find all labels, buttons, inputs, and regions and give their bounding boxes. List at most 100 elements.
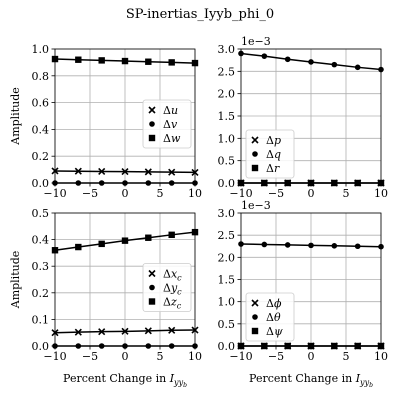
y-tick-label: 2.0	[218, 88, 236, 101]
data-point	[168, 326, 176, 334]
legend-marker	[252, 151, 258, 157]
x-tick-label: 5	[157, 187, 164, 200]
x-tick-label: −5	[82, 187, 98, 200]
legend-marker	[149, 121, 155, 127]
data-point	[98, 167, 106, 176]
legend-entry: Δv	[163, 118, 178, 131]
data-point	[75, 56, 82, 63]
y-tick-label: 2.0	[218, 251, 236, 264]
legend-entry: Δθ	[266, 311, 281, 324]
y-tick-label: 0.5	[32, 207, 50, 220]
series-x-c	[51, 326, 199, 337]
y-tick-label: 0.6	[32, 97, 50, 110]
legend-entry: Δψ	[266, 325, 283, 338]
y-axis-label: Amplitude	[9, 251, 22, 310]
data-point	[121, 237, 129, 244]
legend-marker	[252, 314, 258, 320]
y-tick-label: 0.0	[218, 340, 236, 353]
x-tick-label: 0	[308, 187, 315, 200]
data-point	[121, 168, 129, 176]
data-point	[284, 56, 291, 63]
data-point	[261, 241, 268, 248]
legend-marker	[251, 299, 259, 307]
legend-marker	[251, 327, 259, 335]
y-tick-label: 1.5	[218, 274, 236, 287]
x-axis-label: Percent Change in Iyyb	[249, 372, 373, 389]
data-point	[168, 59, 175, 66]
x-tick-label: 0	[308, 350, 315, 363]
legend-entry: Δr	[266, 162, 280, 175]
x-tick-label: 10	[188, 187, 202, 200]
y-tick-label: 2.5	[218, 229, 236, 242]
y-tick-label: 1.0	[32, 43, 50, 56]
legend-entry: Δϕ	[266, 297, 282, 310]
x-tick-label: 10	[188, 350, 202, 363]
data-point	[331, 243, 338, 249]
data-point	[354, 243, 361, 250]
data-point	[98, 57, 105, 64]
y-tick-label: 0.5	[218, 318, 236, 331]
x-tick-label: 10	[374, 350, 388, 363]
y-tick-label: 1.0	[218, 132, 236, 145]
y-tick-label: 0.0	[32, 340, 50, 353]
data-point	[121, 327, 129, 335]
x-tick-label: 5	[343, 350, 350, 363]
data-point	[144, 327, 152, 335]
x-tick-label: 5	[157, 350, 164, 363]
x-tick-label: −5	[82, 350, 98, 363]
y-tick-label: 0.4	[32, 123, 50, 136]
x-tick-label: −10	[229, 350, 252, 363]
y-tick-label: 1.5	[218, 110, 236, 123]
axis-exponent-label: 1e−3	[241, 199, 271, 212]
legend-marker	[148, 298, 156, 305]
y-tick-label: 3.0	[218, 43, 236, 56]
panel-top-left: −10 −5 0 5 10 0.0 0.2 0.4 0.6 0.8 1.0 Amplitude ΔuΔv…	[9, 43, 202, 200]
data-point	[354, 64, 361, 71]
legend-entry: Δq	[266, 148, 281, 161]
series-q	[238, 50, 384, 73]
legend-entry: Δp	[266, 134, 281, 147]
legend-marker	[251, 164, 259, 172]
y-tick-label: 0.4	[32, 234, 50, 247]
legend-marker	[149, 284, 155, 291]
data-point	[308, 242, 314, 249]
data-point	[74, 167, 82, 175]
y-tick-label: 1.0	[218, 296, 236, 309]
x-tick-label: −10	[43, 187, 66, 200]
legend-entry: Δw	[163, 132, 181, 145]
y-tick-label: 0.0	[32, 177, 50, 190]
y-tick-label: 0.2	[32, 287, 50, 300]
y-tick-label: 0.0	[218, 177, 236, 190]
panel-bottom-right: −10 −5 0 5 10 0.0 0.5 1.0 1.5 2.0 2.5 3.0 1e−3 Percen…	[218, 199, 389, 389]
data-point	[75, 243, 82, 251]
data-point	[121, 57, 129, 65]
x-tick-label: 10	[374, 187, 388, 200]
x-tick-label: −10	[229, 187, 252, 200]
axis-exponent-label: 1e−3	[241, 35, 271, 48]
y-tick-label: 0.5	[218, 155, 236, 168]
x-tick-label: −10	[43, 350, 66, 363]
legend-marker	[251, 136, 259, 144]
y-tick-label: 0.2	[32, 150, 50, 163]
y-tick-label: 0.3	[32, 260, 50, 273]
y-tick-label: 2.5	[218, 65, 236, 78]
data-point	[308, 59, 314, 65]
y-axis-label: Amplitude	[9, 87, 22, 146]
series-series	[238, 241, 384, 250]
data-point	[98, 240, 105, 248]
data-point	[168, 231, 175, 239]
data-point	[145, 234, 152, 241]
data-point	[145, 58, 152, 65]
y-tick-label: 0.1	[32, 313, 50, 326]
y-tick-label: 0.8	[32, 70, 50, 83]
data-point	[284, 242, 291, 248]
data-point	[331, 61, 338, 68]
legend-marker	[148, 106, 156, 114]
data-point	[168, 168, 176, 176]
x-axis-label: Percent Change in Iyyb	[63, 372, 187, 389]
